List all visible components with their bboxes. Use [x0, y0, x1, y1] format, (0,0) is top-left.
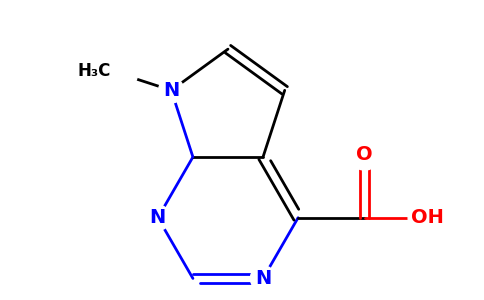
- Text: OH: OH: [411, 208, 444, 227]
- Circle shape: [408, 198, 447, 237]
- Circle shape: [349, 139, 380, 170]
- Text: N: N: [163, 81, 180, 100]
- Circle shape: [145, 205, 170, 230]
- Text: N: N: [255, 269, 271, 288]
- Text: H₃C: H₃C: [78, 62, 111, 80]
- Text: O: O: [356, 145, 373, 164]
- Text: N: N: [150, 208, 166, 227]
- Circle shape: [250, 266, 276, 291]
- Circle shape: [85, 44, 138, 98]
- Circle shape: [159, 78, 184, 103]
